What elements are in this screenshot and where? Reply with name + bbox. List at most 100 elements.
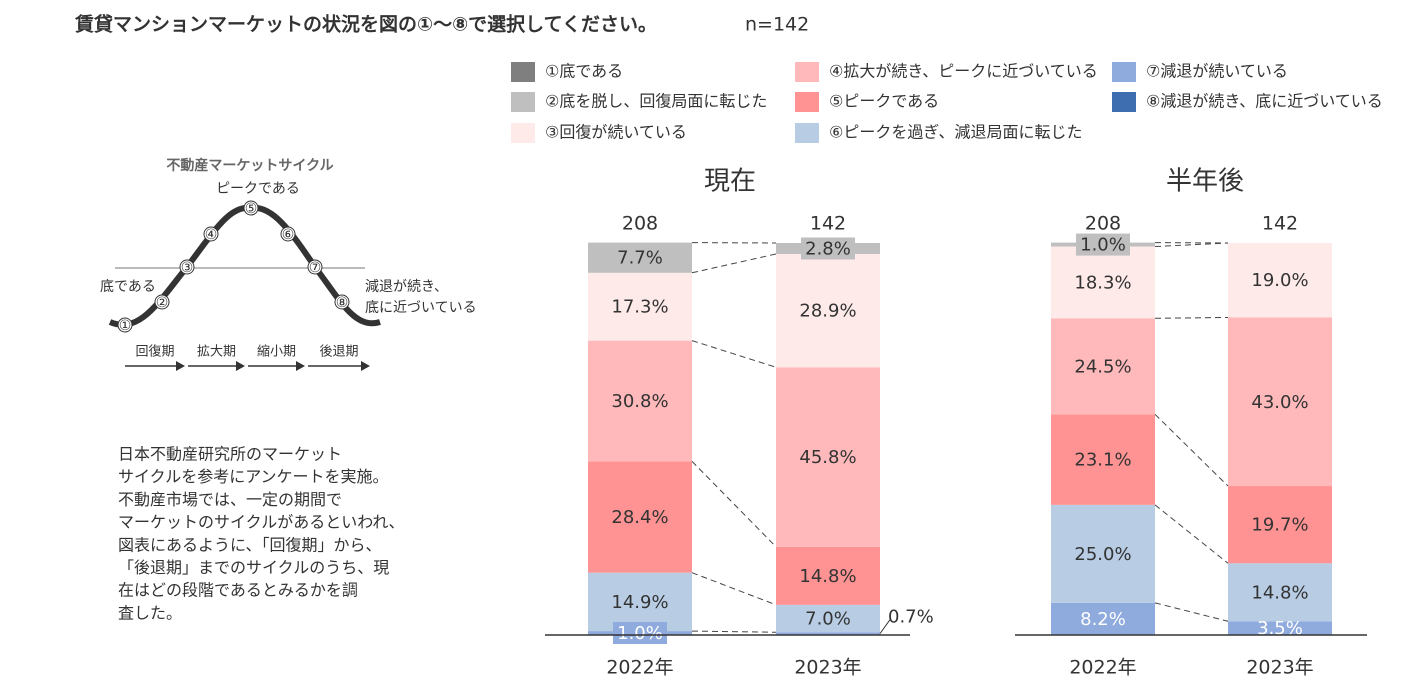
value-label: 30.8% [611,391,668,412]
legend-label: ⑧減退が続き、底に近づいている [1146,92,1383,111]
x-tick-label: 2023年 [794,657,861,679]
value-label: 19.0% [1251,270,1308,291]
legend-swatch [511,62,535,82]
value-label: 23.1% [1074,450,1131,471]
note-line: 在はどの段階であるとみるかを調 [118,581,358,600]
note-line: サイクルを参考にアンケートを実施。 [118,467,389,486]
value-label: 14.8% [799,566,856,587]
decline-label: 底に近づいている [365,300,477,316]
decline-label: 減退が続き、 [365,278,448,295]
legend-label: ②底を脱し、回復局面に転じた [545,92,767,111]
note-line: 不動産市場では、一定の期間で [118,490,342,509]
bar-segment [1228,243,1332,318]
bar-segment [776,253,880,368]
label-box [1076,233,1130,256]
sample-size: n=142 [745,14,809,36]
legend-swatch [1112,62,1136,82]
legend-swatch [795,92,819,112]
bar-segment [588,242,692,273]
value-label: 7.7% [617,248,663,269]
legend-swatch [511,123,535,143]
bar-segment [1051,602,1155,635]
connector [1154,316,1229,319]
marker: ③ [181,260,194,276]
marker: ⑦ [309,260,322,276]
bar-segment [1051,504,1155,603]
bottom-label: 底である [100,279,156,295]
bar-segment [776,604,880,633]
label-box [801,237,855,260]
note-line: 「後退期」までのサイクルのうち、現 [118,558,389,577]
value-label: 19.7% [1251,515,1308,536]
marker: ⑧ [336,295,349,311]
connector [691,340,777,368]
value-label: 45.8% [799,447,856,468]
legend-label: ⑦減退が続いている [1146,62,1288,81]
marker-circle [179,259,195,275]
legend-label: ⑤ピークである [829,92,939,111]
connector [691,253,777,274]
phase-label: 後退期 [319,345,358,360]
x-tick-label: 2022年 [1069,657,1136,679]
value-label: 1.0% [617,623,663,644]
value-label: 8.2% [1080,609,1126,630]
marker: ⑤ [245,201,258,217]
bar-segment [588,572,692,632]
connector [691,630,777,633]
phase-label: 回復期 [135,344,174,360]
value-label: 43.0% [1251,392,1308,413]
marker-circle [307,259,323,275]
note-line: 図表にあるように、「回復期」から、 [118,535,382,554]
bar-segment [1228,621,1332,635]
value-label: 7.0% [805,609,851,630]
total-label: 208 [1085,213,1121,235]
value-label: 14.8% [1251,582,1308,603]
bar-segment [776,367,880,547]
arrow-head [176,361,185,371]
connector [691,572,777,606]
total-label: 142 [810,213,846,235]
bar-segment [1051,318,1155,415]
marker: ① [119,318,132,334]
phase-label: 縮小期 [257,344,296,360]
total-label: 142 [1262,213,1298,235]
note-line: 査した。 [118,603,182,622]
bar-segment [588,272,692,341]
value-label: 28.9% [799,301,856,322]
legend-swatch [1112,92,1136,112]
leader-line [879,619,891,634]
chart-title: 半年後 [1166,167,1244,197]
connector [691,460,777,548]
chart-title: 現在 [704,167,756,197]
bar-segment [1228,317,1332,487]
bar-segment [588,340,692,462]
diagram-title: 不動産マーケットサイクル [166,157,333,174]
marker: ④ [205,227,218,243]
arrow-head [296,361,305,371]
marker-circle [154,294,170,310]
value-label: 18.3% [1074,272,1131,293]
value-label: 0.7% [888,607,934,628]
value-label: 2.8% [805,238,851,259]
marker-circle [203,226,219,242]
x-tick-label: 2022年 [606,657,673,679]
value-label: 3.5% [1257,618,1303,639]
legend-label: ⑥ピークを過ぎ、減退局面に転じた [829,123,1083,142]
value-label: 25.0% [1074,544,1131,565]
x-tick-label: 2023年 [1246,657,1313,679]
marker: ② [156,295,169,311]
value-label: 24.5% [1074,356,1131,377]
label-box [613,622,667,645]
legend-label: ①底である [545,62,623,81]
value-label: 17.3% [611,297,668,318]
marker-circle [243,200,259,216]
value-label: 28.4% [611,507,668,528]
marker-circle [334,294,350,310]
bar-segment [1051,414,1155,505]
bar-segment [588,461,692,573]
legend-swatch [511,92,535,112]
value-label: 14.9% [611,592,668,613]
bar-segment [1228,563,1332,622]
total-label: 208 [622,213,658,235]
